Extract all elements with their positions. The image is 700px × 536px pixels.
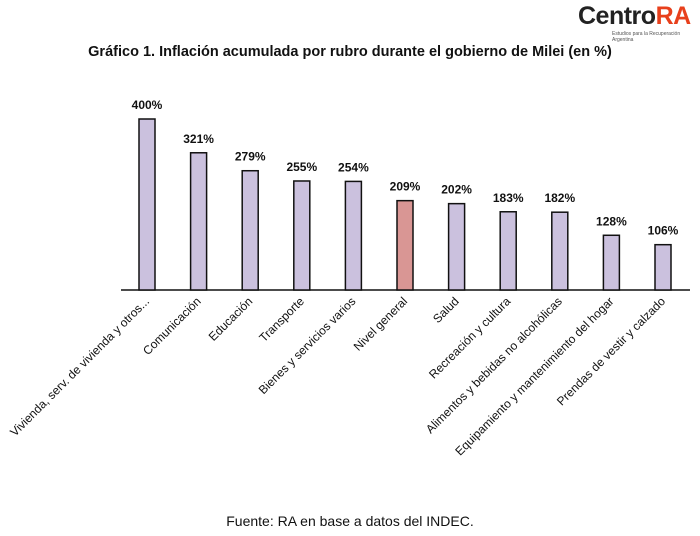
data-label: 400% bbox=[132, 98, 163, 112]
data-label: 182% bbox=[544, 191, 575, 205]
data-label: 128% bbox=[596, 214, 627, 228]
data-label: 254% bbox=[338, 160, 369, 174]
data-label: 321% bbox=[183, 132, 214, 146]
bar bbox=[344, 180, 363, 291]
category-label: Bienes y servicios varios bbox=[256, 294, 359, 397]
source-note: Fuente: RA en base a datos del INDEC. bbox=[226, 513, 474, 529]
bar bbox=[396, 199, 414, 291]
bar bbox=[138, 118, 156, 291]
category-label: Nivel general bbox=[351, 294, 410, 353]
data-label: 183% bbox=[493, 191, 524, 205]
data-label: 106% bbox=[648, 224, 679, 238]
centrora-logo: CentroRA Estudios para la Recuperación A… bbox=[578, 2, 691, 43]
bar bbox=[189, 152, 208, 291]
bar bbox=[447, 202, 466, 291]
logo-text: Centro bbox=[578, 2, 656, 30]
chart-title: Gráfico 1. Inflación acumulada por rubro… bbox=[88, 44, 612, 60]
data-label: 202% bbox=[441, 183, 472, 197]
category-label: Transporte bbox=[256, 294, 307, 345]
bar bbox=[654, 243, 672, 291]
bar bbox=[293, 180, 311, 291]
bar bbox=[499, 211, 517, 291]
category-label: Salud bbox=[430, 294, 462, 326]
logo-subtitle: Estudios para la Recuperación Argentina bbox=[612, 31, 681, 43]
category-label: Vivienda, serv. de vivienda y otros... bbox=[7, 294, 152, 439]
bar bbox=[241, 169, 259, 291]
logo-text-accent: RA bbox=[655, 2, 692, 30]
category-label: Educación bbox=[206, 294, 256, 344]
data-label: 255% bbox=[286, 160, 317, 174]
category-label: Prendas de vestir y calzado bbox=[554, 294, 668, 408]
data-label: 209% bbox=[390, 180, 421, 194]
data-label: 279% bbox=[235, 150, 266, 164]
bar bbox=[602, 234, 621, 291]
bar bbox=[551, 211, 569, 291]
